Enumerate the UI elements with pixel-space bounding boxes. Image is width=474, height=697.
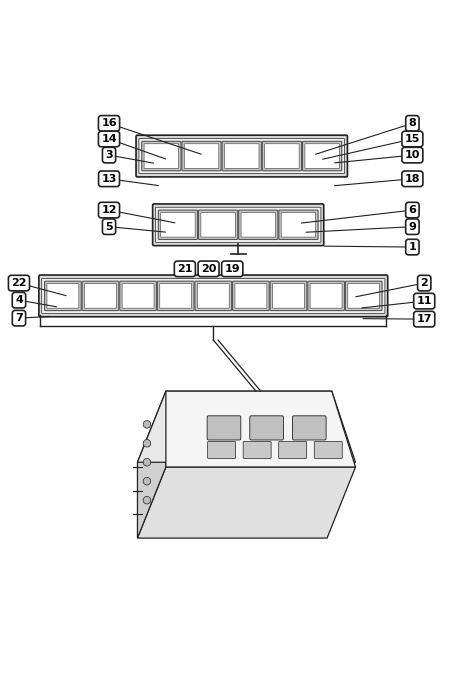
Text: 17: 17 [417,314,432,324]
FancyBboxPatch shape [235,284,267,308]
FancyBboxPatch shape [346,281,382,311]
FancyBboxPatch shape [238,210,278,240]
FancyBboxPatch shape [142,141,181,171]
FancyBboxPatch shape [45,281,81,311]
FancyBboxPatch shape [264,144,299,169]
FancyBboxPatch shape [144,144,179,169]
Text: 13: 13 [101,174,117,184]
FancyBboxPatch shape [182,141,221,171]
FancyBboxPatch shape [184,144,219,169]
FancyBboxPatch shape [207,416,241,440]
Text: 9: 9 [409,222,416,231]
FancyBboxPatch shape [281,213,316,237]
Text: 16: 16 [101,118,117,128]
Text: 15: 15 [405,134,420,144]
FancyBboxPatch shape [348,284,380,308]
FancyBboxPatch shape [155,207,321,243]
Text: 21: 21 [177,264,192,274]
Circle shape [143,477,151,485]
FancyBboxPatch shape [136,135,347,177]
FancyBboxPatch shape [120,281,156,311]
Circle shape [143,459,151,466]
Text: 22: 22 [11,278,27,288]
FancyBboxPatch shape [314,441,342,459]
FancyBboxPatch shape [308,281,345,311]
Text: 19: 19 [225,264,240,274]
FancyBboxPatch shape [270,281,307,311]
Polygon shape [137,467,356,538]
Polygon shape [137,391,166,538]
Text: 2: 2 [420,278,428,288]
FancyBboxPatch shape [243,441,271,459]
FancyBboxPatch shape [201,213,235,237]
FancyBboxPatch shape [160,284,191,308]
FancyBboxPatch shape [199,210,237,240]
Text: 4: 4 [15,295,23,305]
FancyBboxPatch shape [305,144,339,169]
Circle shape [143,440,151,447]
Text: 3: 3 [105,150,113,160]
FancyBboxPatch shape [82,281,119,311]
FancyBboxPatch shape [279,210,318,240]
Text: 14: 14 [101,134,117,144]
FancyBboxPatch shape [195,281,232,311]
FancyBboxPatch shape [262,141,301,171]
FancyBboxPatch shape [241,213,275,237]
Text: 11: 11 [417,296,432,306]
FancyBboxPatch shape [139,139,345,174]
FancyBboxPatch shape [233,281,269,311]
FancyBboxPatch shape [302,141,342,171]
Text: 18: 18 [405,174,420,184]
FancyBboxPatch shape [47,284,79,308]
Text: 20: 20 [201,264,216,274]
Text: 6: 6 [409,205,416,215]
Text: 5: 5 [105,222,113,231]
Circle shape [143,496,151,504]
FancyBboxPatch shape [158,210,198,240]
Text: 10: 10 [405,150,420,160]
FancyBboxPatch shape [197,284,229,308]
FancyBboxPatch shape [273,284,304,308]
FancyBboxPatch shape [42,278,385,314]
Polygon shape [166,391,356,467]
Text: 1: 1 [409,242,416,252]
Text: 8: 8 [409,118,416,128]
Text: 7: 7 [15,313,23,323]
FancyBboxPatch shape [84,284,117,308]
FancyBboxPatch shape [225,144,259,169]
Polygon shape [137,391,356,462]
FancyBboxPatch shape [157,281,194,311]
Circle shape [143,420,151,428]
FancyBboxPatch shape [279,441,307,459]
FancyBboxPatch shape [122,284,154,308]
FancyBboxPatch shape [222,141,261,171]
Text: 12: 12 [101,205,117,215]
FancyBboxPatch shape [250,416,283,440]
FancyBboxPatch shape [39,275,388,316]
FancyBboxPatch shape [208,441,236,459]
FancyBboxPatch shape [310,284,342,308]
FancyBboxPatch shape [153,204,324,245]
FancyBboxPatch shape [161,213,195,237]
FancyBboxPatch shape [292,416,326,440]
